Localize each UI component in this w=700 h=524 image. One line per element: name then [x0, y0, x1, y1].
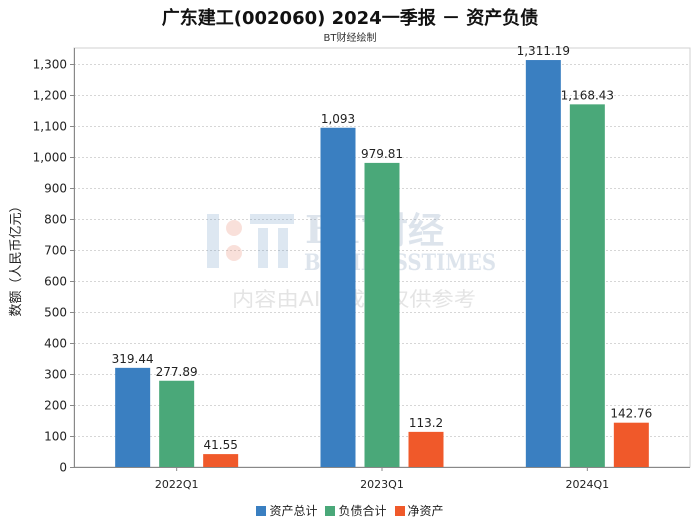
bar-2022Q1-负债合计 [159, 380, 195, 467]
axes: 0 100 200 300 400 500 600 700 800 900 1,000 1,100 1,… [33, 48, 690, 491]
y-tick-label: 1,200 [33, 89, 67, 103]
y-tick-label: 200 [44, 399, 67, 413]
data-label: 41.55 [203, 438, 237, 452]
watermark-logo-dot [226, 220, 242, 236]
data-label: 1,093 [321, 112, 355, 126]
y-axis-label: 数额（人民币亿元） [9, 199, 24, 316]
legend-label: 负债合计 [338, 504, 387, 518]
data-label: 319.44 [112, 352, 154, 366]
x-tick-label: 2022Q1 [155, 478, 199, 491]
legend: 资产总计 负债合计 净资产 [0, 502, 700, 519]
y-tick-label: 1,000 [33, 151, 67, 165]
data-label: 142.76 [610, 407, 652, 421]
watermark-logo-top [250, 214, 294, 224]
y-tick-label: 1,100 [33, 120, 67, 134]
bar-2023Q1-负债合计 [364, 162, 400, 468]
legend-swatch [394, 506, 405, 516]
legend-label: 净资产 [407, 504, 444, 518]
watermark-logo-leg [258, 228, 268, 268]
legend-label: 资产总计 [269, 504, 318, 518]
data-label: 277.89 [156, 365, 198, 379]
legend-item: 资产总计 [256, 502, 317, 519]
data-label: 1,311.19 [517, 44, 570, 58]
legend-swatch [256, 506, 267, 516]
bars [115, 60, 649, 468]
y-tick-label: 0 [59, 461, 67, 475]
watermark-logo-bar [207, 214, 219, 268]
x-tick-label: 2023Q1 [360, 478, 404, 491]
y-tick-label: 400 [44, 337, 67, 351]
bar-2022Q1-资产总计 [115, 367, 151, 467]
y-tick-label: 100 [44, 430, 67, 444]
bar-2024Q1-净资产 [613, 422, 649, 467]
x-tick-label: 2024Q1 [566, 478, 610, 491]
legend-item: 净资产 [394, 502, 444, 519]
bar-2023Q1-净资产 [408, 431, 444, 467]
bar-2024Q1-资产总计 [525, 60, 561, 468]
data-label: 979.81 [361, 147, 403, 161]
y-tick-label: 1,300 [33, 58, 67, 72]
y-tick-label: 700 [44, 244, 67, 258]
data-label: 1,168.43 [561, 88, 614, 102]
watermark-logo-leg [278, 228, 288, 268]
chart-title: 广东建工(002060) 2024一季报 － 资产负债 [161, 8, 539, 29]
y-tick-label: 800 [44, 213, 67, 227]
y-tick-label: 500 [44, 306, 67, 320]
y-tick-label: 600 [44, 275, 67, 289]
y-tick-label: 300 [44, 368, 67, 382]
bar-2022Q1-净资产 [203, 454, 239, 467]
chart-subtitle: BT财经绘制 [323, 33, 377, 44]
y-tick-label: 900 [44, 182, 67, 196]
bar-2023Q1-资产总计 [320, 127, 356, 467]
bar-2024Q1-负债合计 [569, 104, 605, 468]
legend-swatch [325, 506, 336, 516]
data-label: 113.2 [409, 416, 443, 430]
legend-item: 负债合计 [325, 502, 387, 519]
watermark-logo-dot [226, 245, 242, 261]
